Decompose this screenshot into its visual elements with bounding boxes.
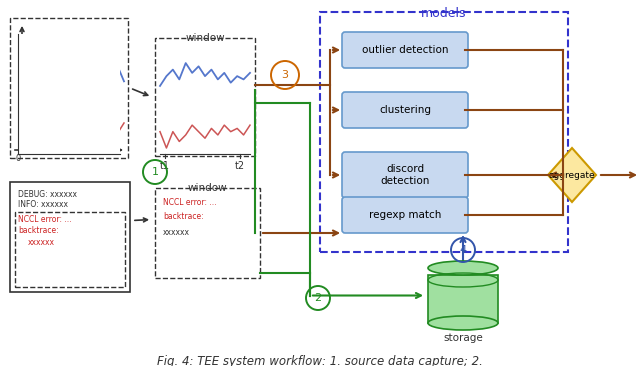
Bar — [155, 188, 260, 278]
Bar — [15, 212, 125, 287]
Text: t1: t1 — [160, 161, 170, 171]
Ellipse shape — [428, 316, 498, 330]
Bar — [10, 18, 128, 158]
Text: outlier detection: outlier detection — [362, 45, 448, 55]
Text: clustering: clustering — [379, 105, 431, 115]
FancyBboxPatch shape — [342, 197, 468, 233]
Text: 1: 1 — [152, 167, 159, 177]
Bar — [320, 12, 568, 252]
Text: regexp match: regexp match — [369, 210, 441, 220]
Text: xxxxxx: xxxxxx — [28, 238, 55, 247]
Text: backtrace:: backtrace: — [163, 212, 204, 221]
Text: aggregate: aggregate — [548, 171, 595, 179]
Text: 3: 3 — [282, 70, 289, 80]
Text: window: window — [188, 183, 227, 193]
Ellipse shape — [428, 261, 498, 275]
Text: 4: 4 — [460, 245, 467, 255]
Text: NCCL error: ...: NCCL error: ... — [18, 215, 72, 224]
Text: backtrace:: backtrace: — [18, 226, 59, 235]
Bar — [428, 275, 498, 323]
Bar — [155, 38, 255, 156]
Text: window: window — [185, 33, 225, 43]
Text: storage: storage — [443, 333, 483, 343]
Bar — [10, 182, 130, 292]
Text: 0: 0 — [15, 154, 20, 163]
Text: models: models — [421, 7, 467, 20]
Text: xxxxxx: xxxxxx — [163, 228, 190, 237]
Text: t2: t2 — [235, 161, 245, 171]
Text: INFO: xxxxxx: INFO: xxxxxx — [18, 200, 68, 209]
Text: Fig. 4: TEE system workflow: 1. source data capture; 2.: Fig. 4: TEE system workflow: 1. source d… — [157, 355, 483, 366]
Text: NCCL error: ...: NCCL error: ... — [163, 198, 216, 207]
FancyBboxPatch shape — [342, 92, 468, 128]
Text: 2: 2 — [314, 293, 321, 303]
FancyBboxPatch shape — [342, 32, 468, 68]
Polygon shape — [548, 148, 596, 202]
FancyBboxPatch shape — [342, 152, 468, 198]
Text: DEBUG: xxxxxx: DEBUG: xxxxxx — [18, 190, 77, 199]
Text: discord
detection: discord detection — [380, 164, 429, 186]
